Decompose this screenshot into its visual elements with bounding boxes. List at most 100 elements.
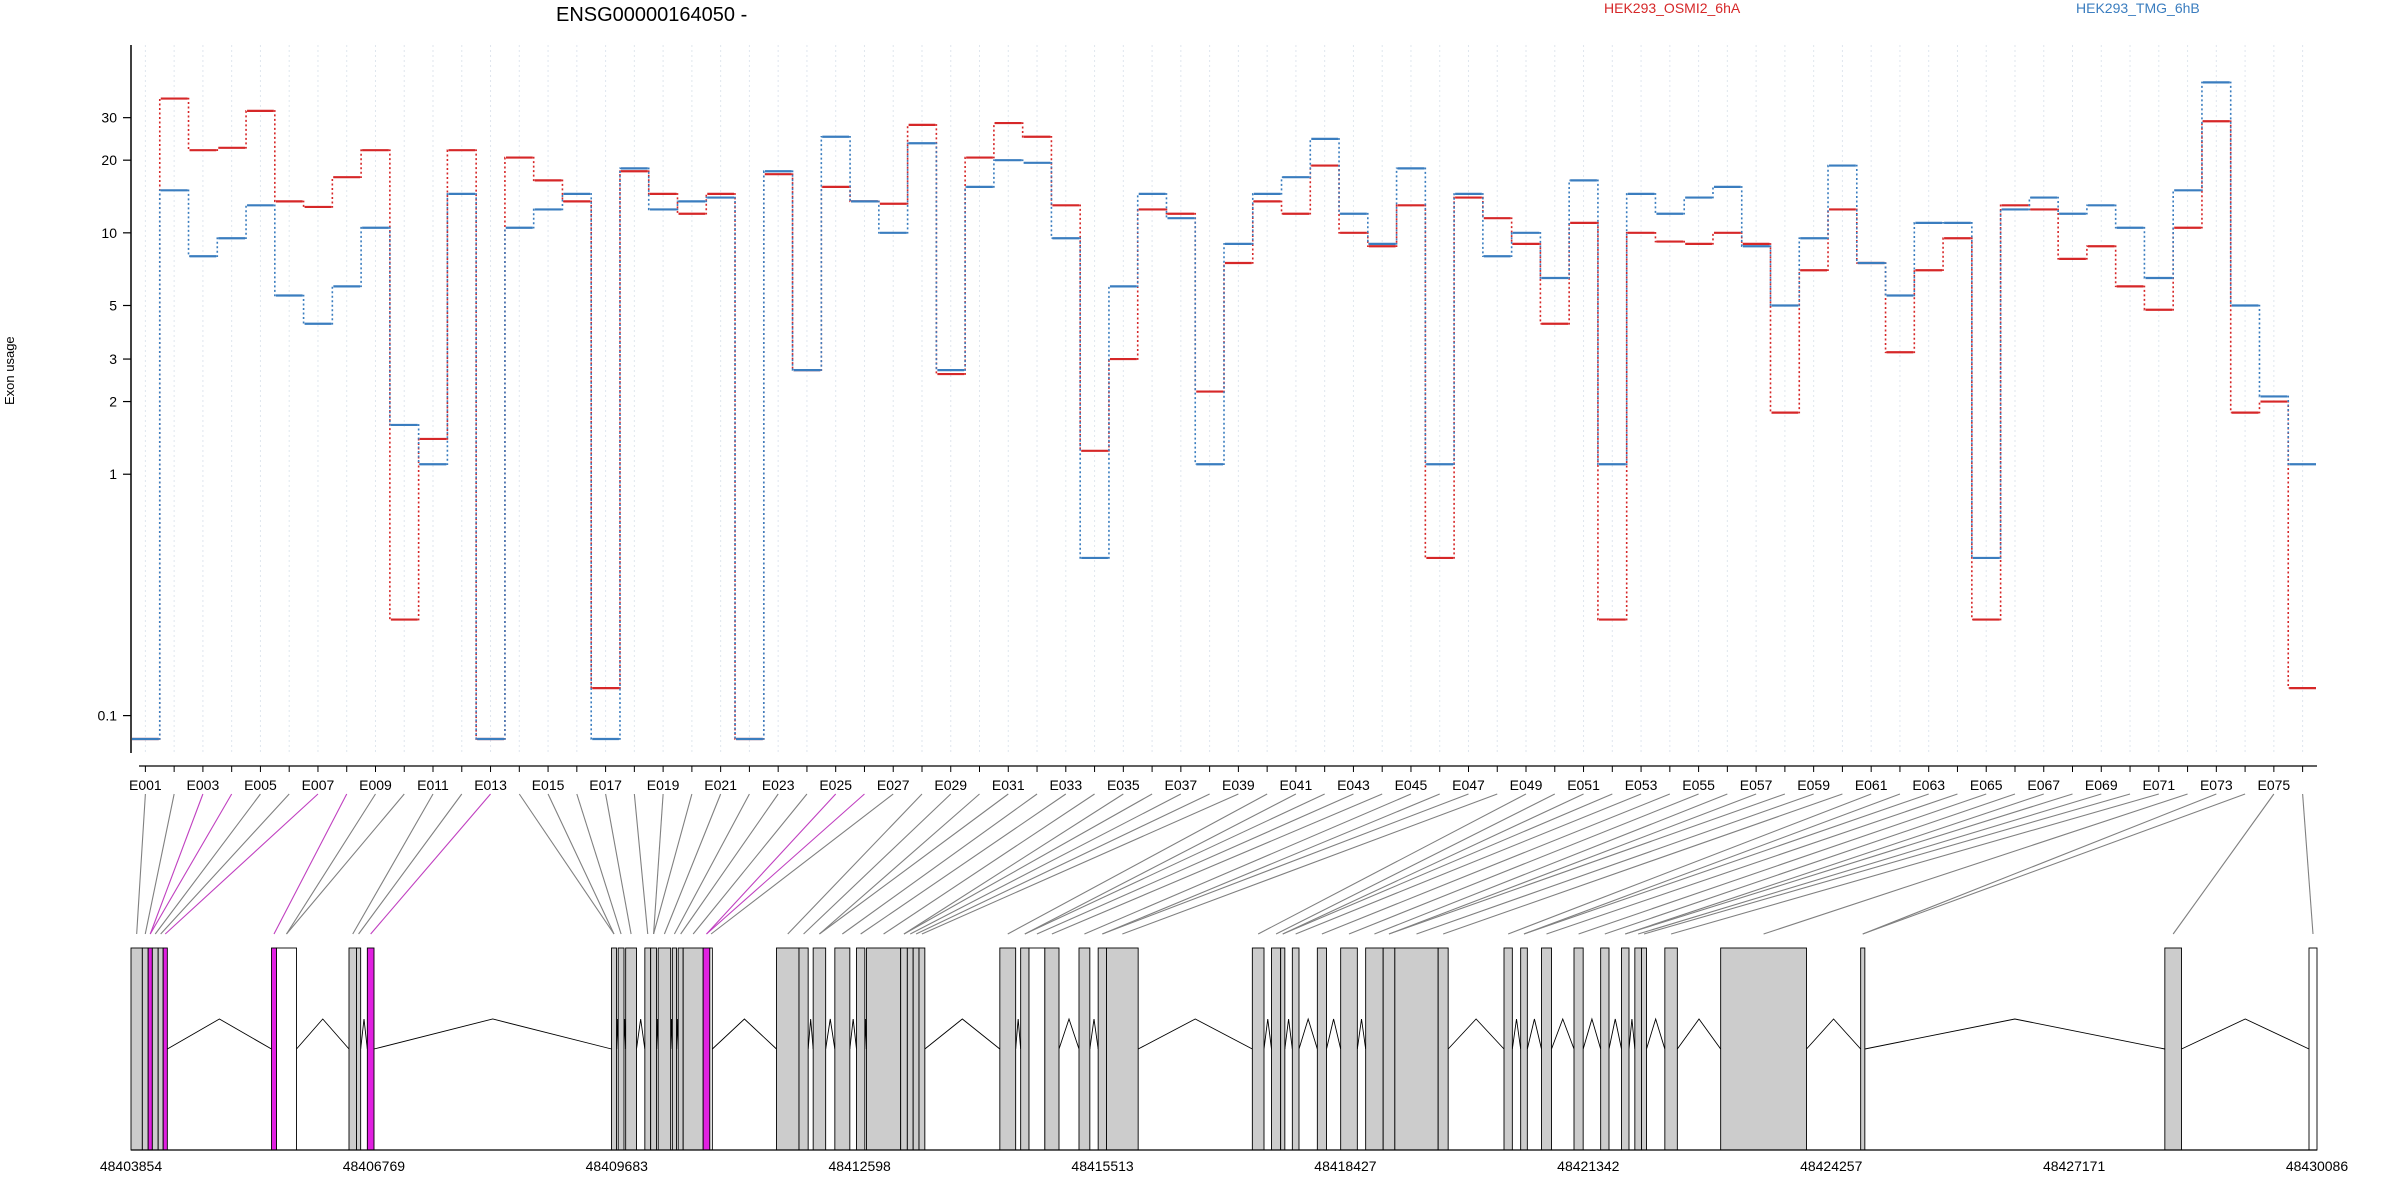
exon-connector-E067 — [1625, 793, 2044, 935]
genomic-tick-label: 48424257 — [1800, 1158, 1863, 1174]
step-connector — [1827, 164, 1830, 240]
exon-box — [348, 947, 357, 1151]
step-connector — [1510, 217, 1513, 245]
step-connector — [1366, 232, 1369, 248]
exon-box — [1251, 947, 1265, 1151]
exon-box — [1020, 947, 1030, 1151]
exon-connector-E022 — [673, 793, 750, 935]
step-connector — [676, 200, 679, 211]
exon-connector-E074 — [1862, 793, 2246, 935]
step-connector — [446, 149, 449, 440]
step-connector — [2143, 285, 2146, 311]
step-connector — [1568, 179, 1571, 279]
x-tick-label-E075: E075 — [2258, 777, 2291, 793]
exon-box — [682, 947, 704, 1151]
exon-connector-E059 — [1416, 793, 1814, 935]
intron-connector — [1298, 1017, 1318, 1050]
step-connector — [1280, 176, 1283, 195]
step-connector — [1194, 212, 1197, 393]
x-tick-label-E001: E001 — [129, 777, 162, 793]
step-connector — [935, 142, 938, 371]
x-tick-label-E061: E061 — [1855, 777, 1888, 793]
exon-box — [709, 947, 713, 1151]
legend-entry-series-2: HEK293_TMG_6hB — [2076, 0, 2200, 16]
step-connector — [2172, 189, 2175, 279]
exon-box — [1720, 947, 1807, 1151]
exon-connector-E014 — [518, 793, 615, 935]
exon-box — [611, 947, 617, 1151]
step-connector — [590, 193, 593, 740]
exon-box — [644, 947, 652, 1151]
exon-connector-E069 — [1638, 793, 2102, 935]
step-connector — [331, 285, 334, 325]
exon-connector-E046 — [1102, 793, 1440, 935]
exon-box — [1106, 947, 1139, 1151]
step-connector — [273, 204, 276, 297]
step-connector — [2200, 120, 2203, 229]
step-connector — [2200, 81, 2203, 192]
step-connector — [1913, 222, 1916, 297]
step-connector — [417, 424, 420, 466]
step-connector — [1740, 232, 1743, 245]
exon-connector-E072 — [1763, 793, 2188, 935]
step-connector — [1165, 208, 1168, 215]
y-tick-label: 3 — [109, 351, 117, 367]
x-tick-label-E023: E023 — [762, 777, 795, 793]
exon-connector-E056 — [1374, 793, 1728, 935]
step-connector — [1596, 222, 1599, 621]
step-connector — [1194, 217, 1197, 466]
exon-connector-E008 — [273, 793, 348, 935]
intron-connector — [373, 1018, 612, 1050]
step-connector — [216, 147, 219, 151]
exon-connector-E030 — [819, 793, 980, 935]
step-connector — [532, 208, 535, 229]
exon-connector-E012 — [358, 793, 463, 935]
exon-connector-E045 — [1084, 793, 1412, 935]
exon-box — [1520, 947, 1528, 1151]
exon-box — [130, 947, 143, 1151]
step-connector — [2114, 245, 2117, 288]
exon-connector-E001 — [136, 793, 146, 935]
step-connector — [302, 294, 305, 325]
exon-box — [1316, 947, 1327, 1151]
step-connector — [417, 438, 420, 621]
exon-box — [1271, 947, 1282, 1151]
intron-connector — [807, 1018, 814, 1050]
exon-box — [677, 947, 684, 1151]
exon-connector-E075 — [2172, 793, 2275, 935]
exon-connector-E043 — [1036, 793, 1354, 935]
step-connector — [1136, 193, 1139, 288]
exon-connector-E034 — [883, 793, 1095, 935]
exon-connector-E052 — [1282, 793, 1613, 935]
genomic-tick-label: 48415513 — [1071, 1158, 1134, 1174]
intron-connector — [1511, 1018, 1522, 1050]
step-connector — [820, 135, 823, 371]
step-connector — [2085, 204, 2088, 215]
step-connector — [762, 170, 765, 740]
step-connector — [734, 193, 737, 740]
step-connector — [2028, 196, 2031, 211]
exon-connector-E061 — [1507, 793, 1872, 935]
exon-connector-E066 — [1604, 793, 2016, 935]
exon-connector-E015 — [547, 793, 615, 935]
step-connector — [791, 170, 794, 371]
exon-connector-E003 — [149, 793, 204, 935]
step-connector — [302, 200, 305, 208]
step-connector — [1884, 262, 1887, 297]
exon-box — [2164, 947, 2182, 1151]
exon-box — [1634, 947, 1642, 1151]
intron-connector — [825, 1018, 836, 1050]
intron-connector — [1015, 1018, 1022, 1050]
x-tick-label-E021: E021 — [704, 777, 737, 793]
x-tick-label-E055: E055 — [1682, 777, 1715, 793]
exon-connector-E036 — [903, 793, 1153, 935]
step-connector — [245, 204, 248, 240]
step-connector — [1539, 232, 1542, 279]
exon-box — [366, 947, 375, 1151]
intron-connector — [1676, 1018, 1722, 1050]
step-connector — [1711, 232, 1714, 245]
step-connector — [1683, 240, 1686, 245]
x-tick-label-E041: E041 — [1280, 777, 1313, 793]
x-tick-label-E069: E069 — [2085, 777, 2118, 793]
exon-connector-E028 — [787, 793, 923, 935]
